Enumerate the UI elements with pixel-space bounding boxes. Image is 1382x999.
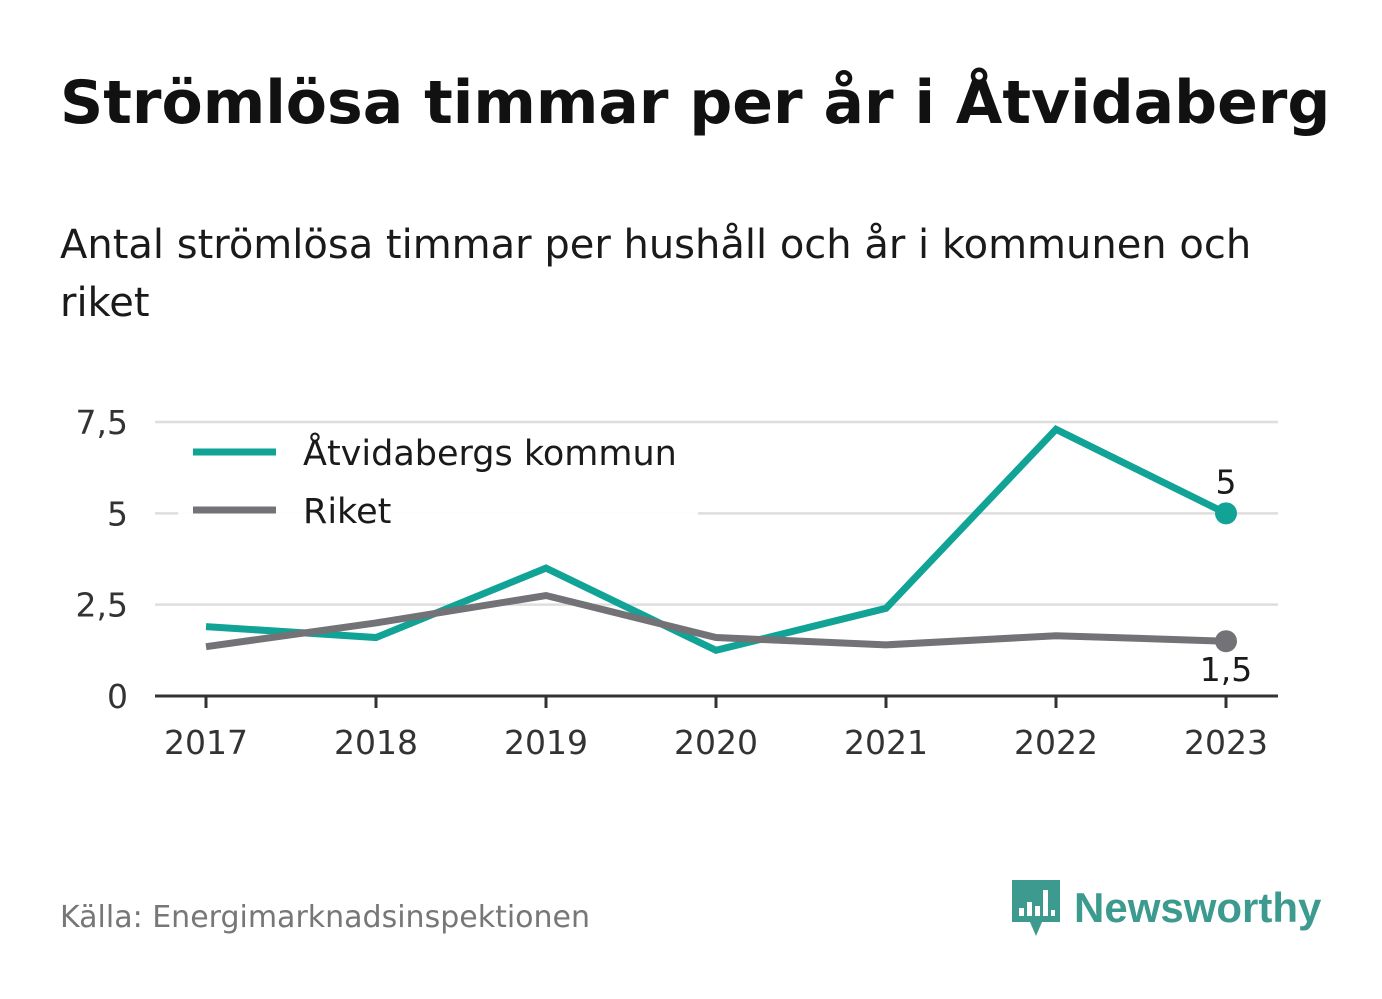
y-tick-label: 2,5 (76, 586, 128, 625)
y-tick-label: 0 (107, 677, 128, 716)
x-axis (155, 694, 1278, 708)
series-end-point (1215, 502, 1237, 525)
series-line (205, 591, 1227, 651)
y-tick-label: 7,5 (76, 403, 128, 442)
x-tick-label: 2017 (164, 723, 248, 762)
y-tick-label: 5 (107, 494, 128, 533)
chart-title: Strömlösa timmar per år i Åtvidaberg (60, 68, 1331, 138)
end-value-label: 5 (1216, 462, 1237, 501)
x-tick-label: 2021 (844, 723, 928, 762)
source-note: Källa: Energimarknadsinspektionen (60, 900, 591, 935)
x-tick-label: 2022 (1014, 723, 1098, 762)
chart-subtitle: Antal strömlösa timmar per hushåll och å… (60, 222, 1252, 326)
end-value-label: 1,5 (1200, 650, 1252, 689)
brand-logo: Newsworthy (1010, 878, 1321, 938)
brand-name: Newsworthy (1074, 884, 1322, 931)
series-end-point (1215, 630, 1237, 653)
x-tick-label: 2019 (504, 723, 588, 762)
x-tick-label: 2023 (1184, 723, 1268, 762)
series-line (205, 425, 1228, 655)
legend: Åtvidabergs kommun Riket (178, 425, 698, 532)
legend-label: Riket (303, 492, 391, 532)
newsworthy-logo-icon (1012, 880, 1060, 936)
tick-labels: 0 2,5 5 7,5 2017 2018 2019 2020 2021 2022 2023 5 1,5 (76, 403, 1268, 762)
legend-label: Åtvidabergs kommun (303, 431, 677, 474)
x-tick-label: 2018 (334, 723, 418, 762)
series-lines (205, 425, 1237, 655)
legend-box (178, 425, 698, 517)
x-tick-label: 2020 (674, 723, 758, 762)
